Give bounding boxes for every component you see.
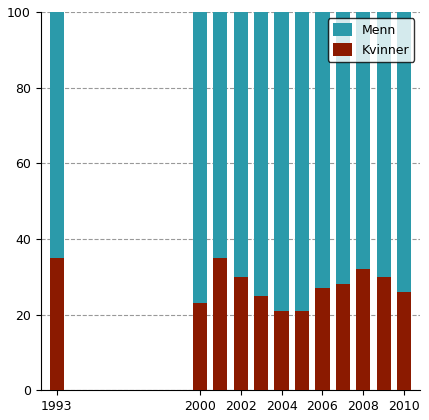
Bar [213,12,227,258]
Bar [377,277,391,390]
Bar [295,12,309,311]
Bar [397,12,411,292]
Bar [193,12,207,303]
Bar [315,288,329,390]
Bar [336,284,350,390]
Bar [254,296,268,390]
Bar [315,12,329,288]
Bar [275,311,289,390]
Bar [50,258,64,390]
Bar [254,12,268,296]
Bar [213,258,227,390]
Bar [336,12,350,284]
Bar [275,12,289,311]
Bar [356,12,370,269]
Legend: Menn, Kvinner: Menn, Kvinner [328,18,414,62]
Bar [233,12,248,277]
Bar [50,12,64,258]
Bar [397,292,411,390]
Bar [377,12,391,277]
Bar [295,311,309,390]
Bar [193,303,207,390]
Bar [233,277,248,390]
Bar [356,269,370,390]
